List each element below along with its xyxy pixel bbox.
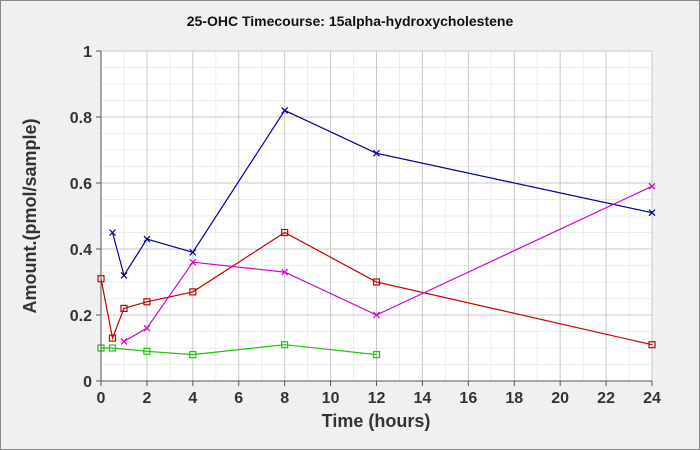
series-red (97, 228, 656, 349)
y-tick-label: 1 (83, 44, 92, 61)
x-tick-label: 0 (97, 390, 106, 407)
series-magenta (120, 182, 656, 345)
y-tick-label: 0.4 (70, 242, 92, 259)
data-point-stroke (120, 271, 128, 279)
data-point-stroke (648, 209, 656, 217)
series-blue (109, 106, 656, 279)
data-point-blue (373, 149, 380, 157)
data-point-red (120, 304, 128, 312)
data-point-stroke (373, 311, 380, 319)
data-point-stroke (120, 337, 128, 345)
data-point-blue (189, 248, 197, 256)
axes-layer (96, 50, 653, 386)
x-tick-label: 14 (414, 390, 432, 407)
data-point-magenta (143, 324, 151, 332)
data-point-stroke (109, 229, 116, 236)
series-line-red (100, 231, 653, 346)
data-point-magenta (373, 311, 380, 319)
data-point-blue (281, 106, 289, 114)
x-tick-label: 10 (322, 390, 340, 407)
x-tick-label: 4 (188, 390, 197, 407)
data-point-green (143, 347, 151, 355)
x-tick-label: 6 (234, 390, 243, 407)
data-point-stroke (648, 182, 656, 190)
data-point-stroke (189, 258, 197, 266)
series-green (97, 341, 381, 359)
y-tick-label: 0.2 (70, 308, 92, 325)
chart-title: 25-OHC Timecourse: 15alpha-hydroxycholes… (187, 13, 514, 29)
x-tick-label: 8 (280, 390, 289, 407)
y-tick-label: 0 (83, 374, 92, 391)
x-axis-label: Time (hours) (322, 411, 431, 431)
series-line-green (101, 344, 377, 356)
data-point-green (372, 351, 381, 359)
x-tick-label: 18 (505, 390, 523, 407)
y-tick-label: 0.6 (70, 176, 92, 193)
data-point-blue (120, 271, 128, 279)
y-axis-label: Amount.(pmol/sample) (20, 118, 40, 313)
data-point-stroke (281, 106, 289, 114)
x-tick-label: 20 (551, 390, 569, 407)
data-point-magenta (648, 182, 656, 190)
data-point-stroke (143, 324, 151, 332)
data-point-green (281, 341, 289, 349)
data-point-blue (143, 235, 151, 243)
data-point-green (189, 351, 197, 359)
data-point-stroke (143, 235, 151, 243)
data-point-blue (648, 209, 656, 217)
series-layer (97, 106, 656, 359)
data-point-red (143, 298, 151, 306)
data-point-magenta (281, 268, 289, 276)
data-point-red (648, 341, 656, 349)
x-tick-label: 2 (142, 390, 151, 407)
data-point-red (189, 288, 197, 296)
data-point-green (108, 344, 117, 352)
x-tick-label: 16 (459, 390, 477, 407)
data-point-magenta (120, 337, 128, 345)
series-line-magenta (123, 185, 653, 342)
y-tick-label: 0.8 (70, 110, 92, 127)
data-point-stroke (189, 248, 197, 256)
x-tick-label: 12 (368, 390, 386, 407)
data-point-stroke (373, 149, 380, 157)
data-point-red (372, 278, 381, 286)
data-point-red (281, 228, 289, 237)
data-point-red (108, 334, 117, 342)
x-tick-label: 22 (597, 390, 615, 407)
data-point-blue (109, 229, 116, 236)
x-tick-label: 24 (643, 390, 661, 407)
data-point-stroke (281, 268, 289, 276)
data-point-magenta (189, 258, 197, 266)
